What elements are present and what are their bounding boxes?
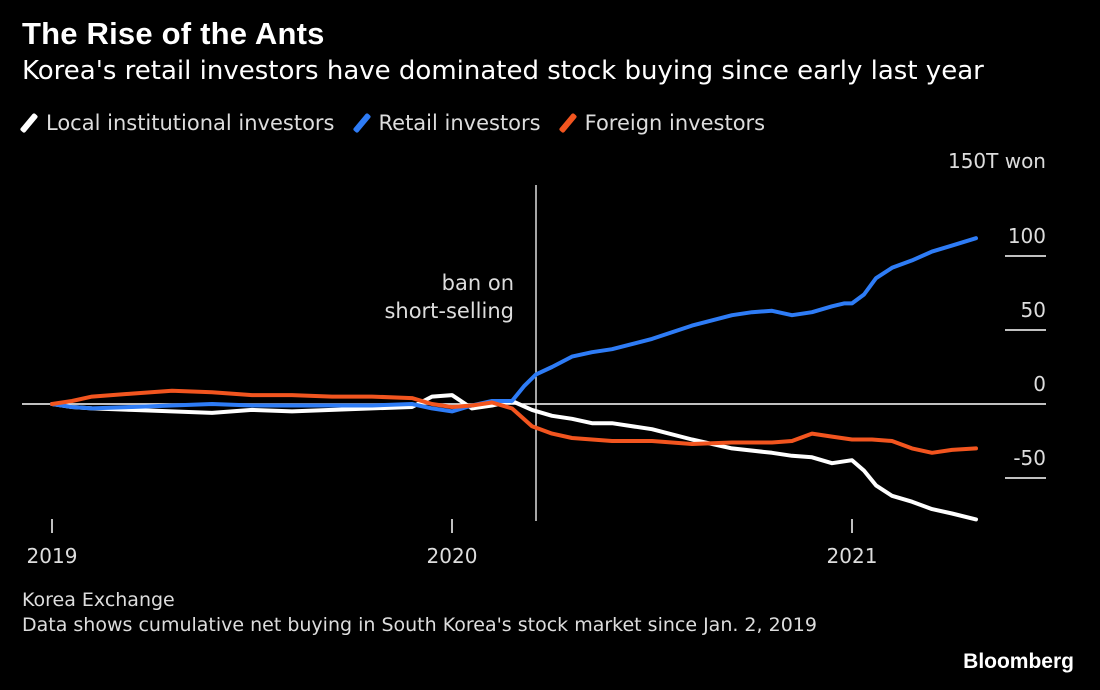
y-tick-label: 100 <box>1008 224 1046 248</box>
legend-label-institutional: Local institutional investors <box>46 111 335 135</box>
legend-item-retail: Retail investors <box>352 111 541 135</box>
legend-item-institutional: Local institutional investors <box>19 111 335 135</box>
legend-label-retail: Retail investors <box>378 111 541 135</box>
chart-title: The Rise of the Ants <box>22 16 325 51</box>
chart-subtitle: Korea's retail investors have dominated … <box>22 56 984 86</box>
bloomberg-logo: Bloomberg <box>963 650 1074 673</box>
annotation-label: ban on <box>442 271 514 295</box>
source-note: Korea Exchange <box>22 589 175 611</box>
data-note: Data shows cumulative net buying in Sout… <box>22 614 817 636</box>
chart-legend: Local institutional investors Retail inv… <box>19 111 785 135</box>
annotation-label: short-selling <box>384 299 514 323</box>
legend-item-foreign: Foreign investors <box>558 111 766 135</box>
x-tick-label: 2019 <box>27 544 78 568</box>
x-tick-label: 2020 <box>427 544 478 568</box>
series-line-institutional <box>50 393 978 522</box>
x-tick-label: 2021 <box>827 544 878 568</box>
y-tick-label: -50 <box>1013 446 1046 470</box>
y-tick-label: 0 <box>1033 372 1046 396</box>
series-line-foreign <box>50 388 978 455</box>
series-line-retail <box>50 236 978 414</box>
y-tick-label: 150T won <box>948 149 1046 173</box>
y-tick-label: 50 <box>1021 298 1046 322</box>
legend-label-foreign: Foreign investors <box>584 111 766 135</box>
